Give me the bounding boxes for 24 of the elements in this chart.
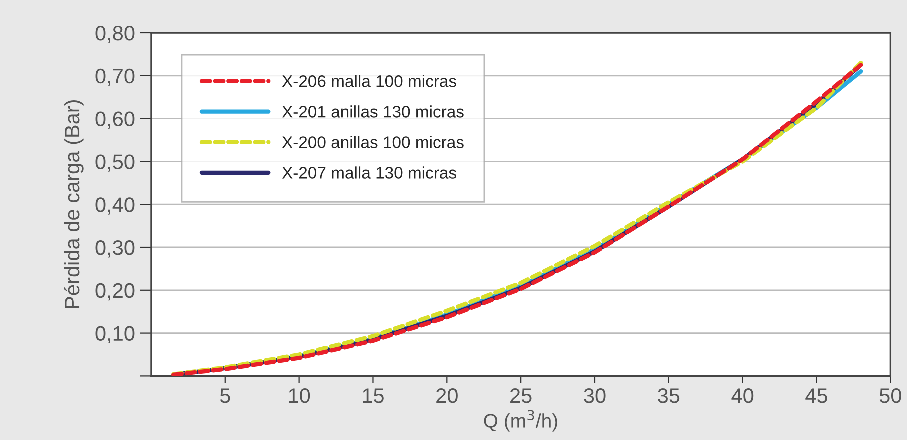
y-tick-label: 0,80 xyxy=(96,26,135,44)
y-tick-label: 0,40 xyxy=(96,198,135,215)
x-tick-label: 15 xyxy=(363,388,384,404)
y-tick-label: 0,20 xyxy=(96,283,135,301)
x-axis-title: Q (m$^{3}$/h) xyxy=(484,410,558,432)
x-tick-label: 50 xyxy=(880,388,902,404)
x-tick-label: 45 xyxy=(806,388,828,404)
y-axis-title: Pérdida de carga (Bar) xyxy=(64,100,84,308)
x-tick-label: 10 xyxy=(289,388,310,404)
x-tick-label: 5 xyxy=(220,388,230,404)
legend-label: X-207 malla 130 micras xyxy=(282,166,456,179)
y-tick-label: 0,60 xyxy=(96,112,135,130)
legend-label: X-201 anillas 130 micras xyxy=(282,106,464,118)
x-tick-label: 25 xyxy=(510,388,532,404)
y-tick-label: 0,50 xyxy=(96,154,135,172)
x-tick-label: 40 xyxy=(732,388,754,404)
legend-label: X-200 anillas 100 micras xyxy=(282,136,464,148)
y-tick-label: 0,10 xyxy=(96,326,135,344)
legend-label: X-206 malla 100 micras xyxy=(282,75,456,88)
y-tick-label: 0,30 xyxy=(96,240,135,258)
y-tick-label: 0,70 xyxy=(96,68,135,86)
x-tick-label: 30 xyxy=(584,388,606,404)
x-tick-label: 35 xyxy=(658,388,680,404)
x-tick-label: 20 xyxy=(436,388,458,404)
